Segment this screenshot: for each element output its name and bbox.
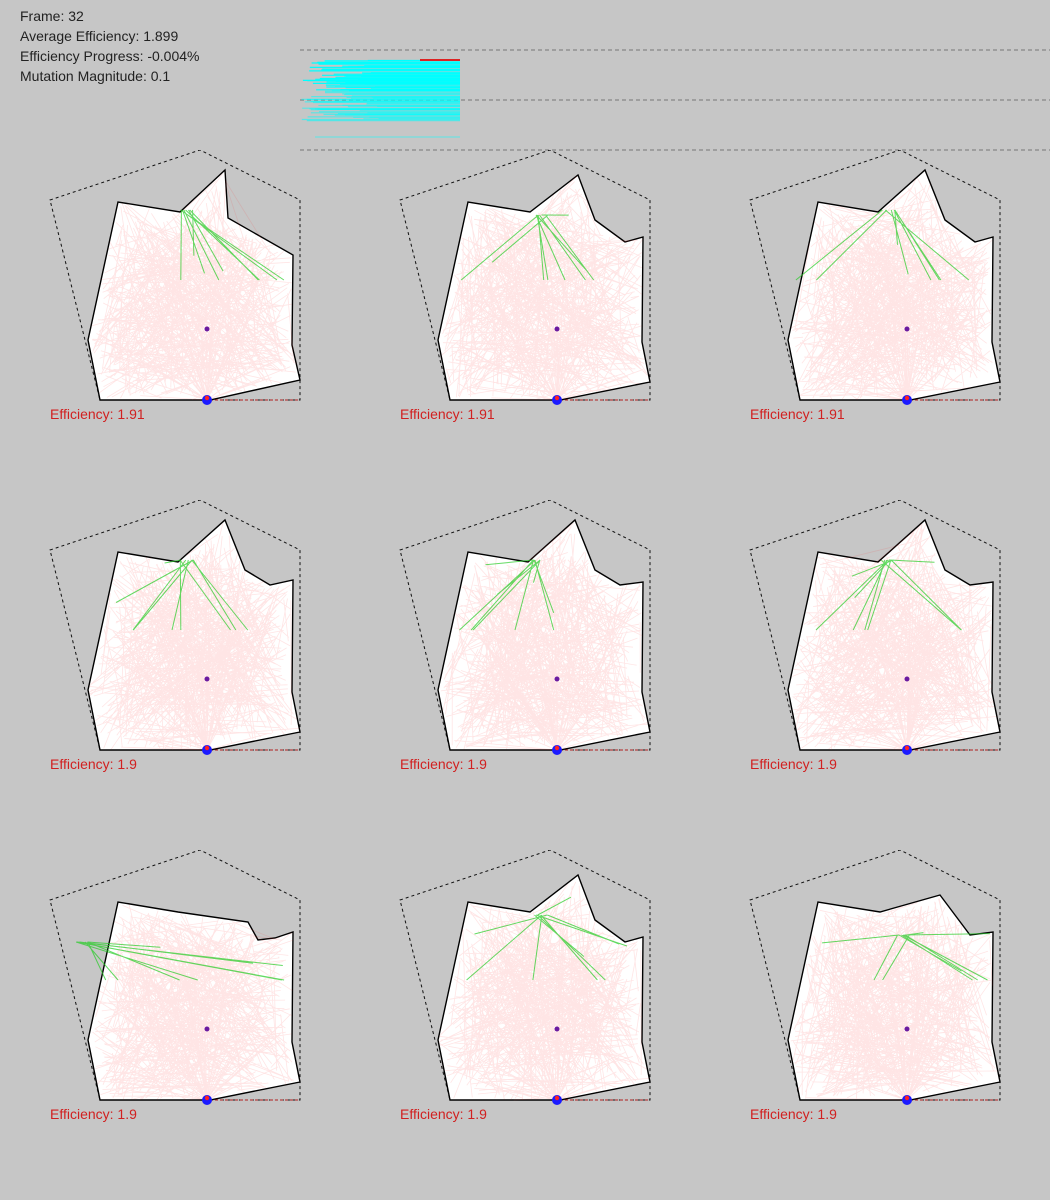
light-source-core (554, 745, 560, 751)
ray-traces (792, 523, 997, 751)
center-point (204, 326, 210, 332)
simulation-cell: Efficiency: 1.9 (700, 500, 1050, 850)
simulation-cell: Efficiency: 1.91 (700, 150, 1050, 500)
evolved-shape (87, 168, 301, 401)
simulation-canvas (399, 150, 651, 405)
center-point (904, 1026, 910, 1032)
light-source-core (554, 1095, 560, 1101)
bounce-rays (460, 214, 595, 281)
simulation-cell: Efficiency: 1.91 (350, 150, 700, 500)
bounce-rays (466, 896, 628, 981)
evolved-shape (787, 894, 1001, 1101)
bounce-rays (75, 941, 285, 981)
efficiency-label: Efficiency: 1.91 (50, 406, 145, 422)
center-point (204, 676, 210, 682)
history-bars (301, 59, 460, 138)
bounce-rays (822, 932, 990, 981)
simulation-canvas (749, 500, 1001, 755)
center-point (904, 326, 910, 332)
ray-traces (790, 177, 993, 401)
mutation-magnitude: Mutation Magnitude: 0.1 (20, 68, 171, 84)
efficiency-label: Efficiency: 1.9 (400, 756, 487, 772)
evolved-shape (787, 518, 1001, 751)
simulation-canvas (399, 500, 651, 755)
pentagon-boundary (399, 500, 651, 751)
light-source-core (904, 745, 910, 751)
pentagon-boundary (749, 500, 1001, 751)
simulation-canvas (399, 850, 651, 1105)
pentagon-boundary (749, 850, 1001, 1101)
pentagon-boundary (399, 850, 651, 1101)
evolved-shape (87, 901, 301, 1101)
pentagon-boundary (749, 150, 1001, 401)
light-source-core (554, 395, 560, 401)
efficiency-progress: Efficiency Progress: -0.004% (20, 48, 200, 64)
pentagon-boundary (399, 150, 651, 401)
frame-counter: Frame: 32 (20, 8, 84, 24)
bounce-rays (815, 559, 962, 631)
efficiency-label: Efficiency: 1.9 (50, 756, 137, 772)
stats-panel: Frame: 32 Average Efficiency: 1.899 Effi… (20, 6, 200, 86)
efficiency-label: Efficiency: 1.91 (400, 406, 495, 422)
pentagon-boundary (49, 500, 301, 751)
efficiency-label: Efficiency: 1.9 (50, 1106, 137, 1122)
light-source-core (204, 745, 210, 751)
light-source-core (904, 395, 910, 401)
evolved-shape (437, 173, 651, 401)
light-source-core (204, 395, 210, 401)
pentagon-boundary (49, 850, 301, 1101)
simulation-canvas (749, 850, 1001, 1105)
center-point (204, 1026, 210, 1032)
center-point (904, 676, 910, 682)
bounce-rays (180, 209, 285, 281)
simulation-cell: Efficiency: 1.9 (350, 850, 700, 1200)
ray-traces (438, 881, 649, 1101)
evolved-shape (437, 873, 651, 1101)
simulation-cell: Efficiency: 1.9 (350, 500, 700, 850)
ray-traces (92, 904, 294, 1101)
ray-traces (440, 522, 649, 751)
bounce-rays (795, 209, 970, 281)
bounce-rays (459, 559, 555, 631)
center-point (554, 1026, 560, 1032)
center-point (554, 676, 560, 682)
efficiency-label: Efficiency: 1.9 (750, 756, 837, 772)
simulation-canvas (749, 150, 1001, 405)
ray-traces (88, 523, 299, 751)
center-point (554, 326, 560, 332)
light-source-core (204, 1095, 210, 1101)
evolved-shape (87, 518, 301, 751)
evolved-shape (787, 168, 1001, 401)
bounce-rays (115, 559, 249, 631)
simulation-canvas (49, 500, 301, 755)
efficiency-history-graph (300, 49, 1050, 151)
simulation-canvas (49, 150, 301, 405)
evolved-shape (437, 518, 651, 751)
simulation-canvas (49, 850, 301, 1105)
efficiency-label: Efficiency: 1.9 (750, 1106, 837, 1122)
simulation-cell: Efficiency: 1.9 (0, 500, 350, 850)
average-efficiency: Average Efficiency: 1.899 (20, 28, 179, 44)
simulation-cell: Efficiency: 1.91 (0, 150, 350, 500)
ray-traces (790, 897, 998, 1101)
simulation-cell: Efficiency: 1.9 (700, 850, 1050, 1200)
pentagon-boundary (49, 150, 301, 401)
light-source-core (904, 1095, 910, 1101)
efficiency-label: Efficiency: 1.9 (400, 1106, 487, 1122)
efficiency-label: Efficiency: 1.91 (750, 406, 845, 422)
simulation-cell: Efficiency: 1.9 (0, 850, 350, 1200)
